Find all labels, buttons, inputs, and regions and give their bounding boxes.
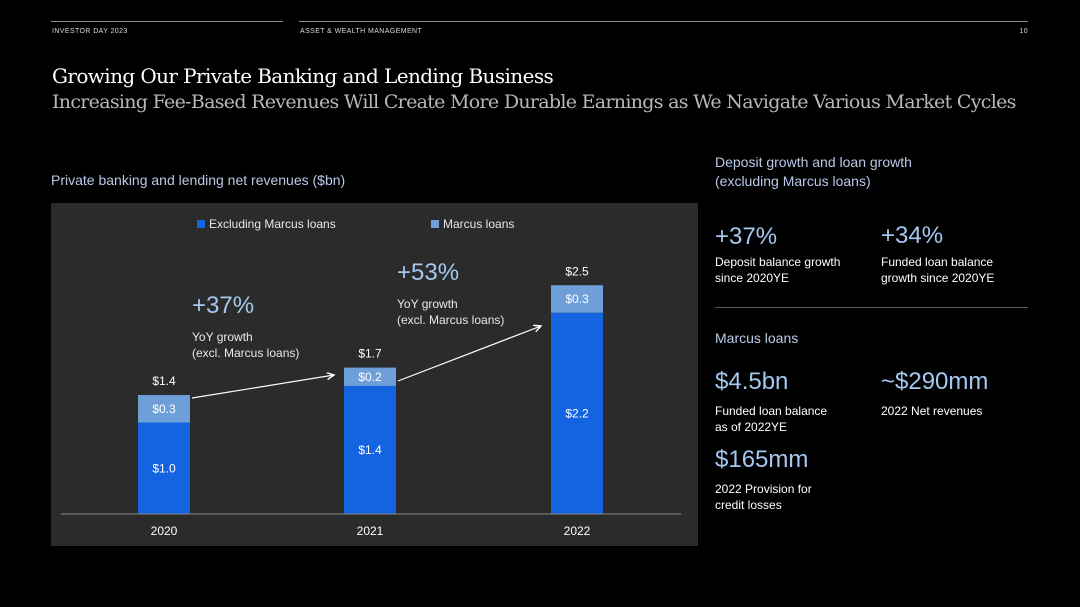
bar-marcus-2022	[551, 285, 603, 313]
x-tick-label-2022: 2022	[564, 524, 591, 538]
page-title: Growing Our Private Banking and Lending …	[52, 64, 554, 88]
deposit-growth-label: Deposit balance growth since 2020YE	[715, 255, 841, 285]
marcus-loan-balance-label: Funded loan balance as of 2022YE	[715, 404, 828, 434]
marcus-provision-label: 2022 Provision for credit losses	[715, 482, 812, 512]
x-tick-label-2021: 2021	[357, 524, 384, 538]
bar-excluding-marcus-2021	[344, 385, 396, 514]
chart-title: Private banking and lending net revenues…	[51, 172, 346, 188]
header-event: INVESTOR DAY 2023	[52, 28, 128, 35]
marcus-loan-balance-value: $4.5bn	[715, 368, 789, 395]
data-label-marcus-2022: $0.3	[565, 292, 589, 306]
data-label-excluding-marcus-2022: $2.2	[565, 406, 589, 420]
bar-excluding-marcus-2020	[138, 422, 190, 514]
data-label-marcus-2020: $0.3	[152, 402, 176, 416]
page-number: 10	[1019, 28, 1028, 35]
header-rule-right	[299, 21, 1028, 22]
legend-item-excluding-marcus: Excluding Marcus loans	[197, 217, 336, 231]
chart-panel: $1.0 $0.3 $1.4 2020 $1.4 $0.2 $1.7 2021 $2.2 $0.3…	[51, 203, 698, 546]
legend-label-excluding-marcus: Excluding Marcus loans	[209, 217, 336, 231]
deposit-loan-heading: Deposit growth and loan growth (excludin…	[715, 154, 912, 189]
bar-excluding-marcus-2022	[551, 312, 603, 514]
growth-2021-value: +37%	[192, 292, 255, 319]
legend-item-marcus: Marcus loans	[431, 217, 514, 231]
growth-2021-label: YoY growth (excl. Marcus loans)	[192, 329, 299, 361]
legend-swatch-excluding-marcus	[197, 220, 205, 228]
data-label-marcus-2021: $0.2	[358, 370, 382, 384]
total-label-2020: $1.4	[152, 374, 176, 388]
marcus-provision-value: $165mm	[715, 446, 809, 473]
growth-arrow-2021	[191, 375, 334, 399]
growth-2022-value: +53%	[397, 259, 460, 286]
legend-swatch-marcus	[431, 220, 439, 228]
loan-growth-label: Funded loan balance growth since 2020YE	[881, 255, 995, 285]
page-subtitle: Increasing Fee-Based Revenues Will Creat…	[52, 91, 1016, 113]
marcus-heading: Marcus loans	[715, 330, 799, 346]
data-label-excluding-marcus-2021: $1.4	[358, 443, 382, 457]
data-label-excluding-marcus-2020: $1.0	[152, 461, 176, 475]
loan-growth-value: +34%	[881, 222, 944, 249]
bar-marcus-2021	[344, 367, 396, 386]
bar-marcus-2020	[138, 395, 190, 423]
section-divider	[715, 307, 1028, 308]
growth-2022-label: YoY growth (excl. Marcus loans)	[397, 296, 504, 328]
legend-label-marcus: Marcus loans	[443, 217, 515, 231]
marcus-net-revenues-label: 2022 Net revenues	[881, 404, 983, 418]
marcus-net-revenues-value: ~$290mm	[881, 368, 989, 395]
deposit-growth-value: +37%	[715, 223, 778, 250]
growth-arrow-2022	[397, 326, 541, 382]
x-tick-label-2020: 2020	[151, 524, 178, 538]
total-label-2022: $2.5	[565, 264, 589, 278]
growth-2022-label-text: YoY growth (excl. Marcus loans)	[397, 297, 505, 327]
total-label-2021: $1.7	[358, 347, 382, 361]
growth-2021-label-text: YoY growth (excl. Marcus loans)	[192, 330, 300, 360]
header-section: ASSET & WEALTH MANAGEMENT	[300, 28, 423, 35]
revenue-bar-chart: $1.0 $0.3 $1.4 2020 $1.4 $0.2 $1.7 2021 $2.2 $0.3…	[61, 264, 681, 538]
header-rule-left	[51, 21, 283, 22]
